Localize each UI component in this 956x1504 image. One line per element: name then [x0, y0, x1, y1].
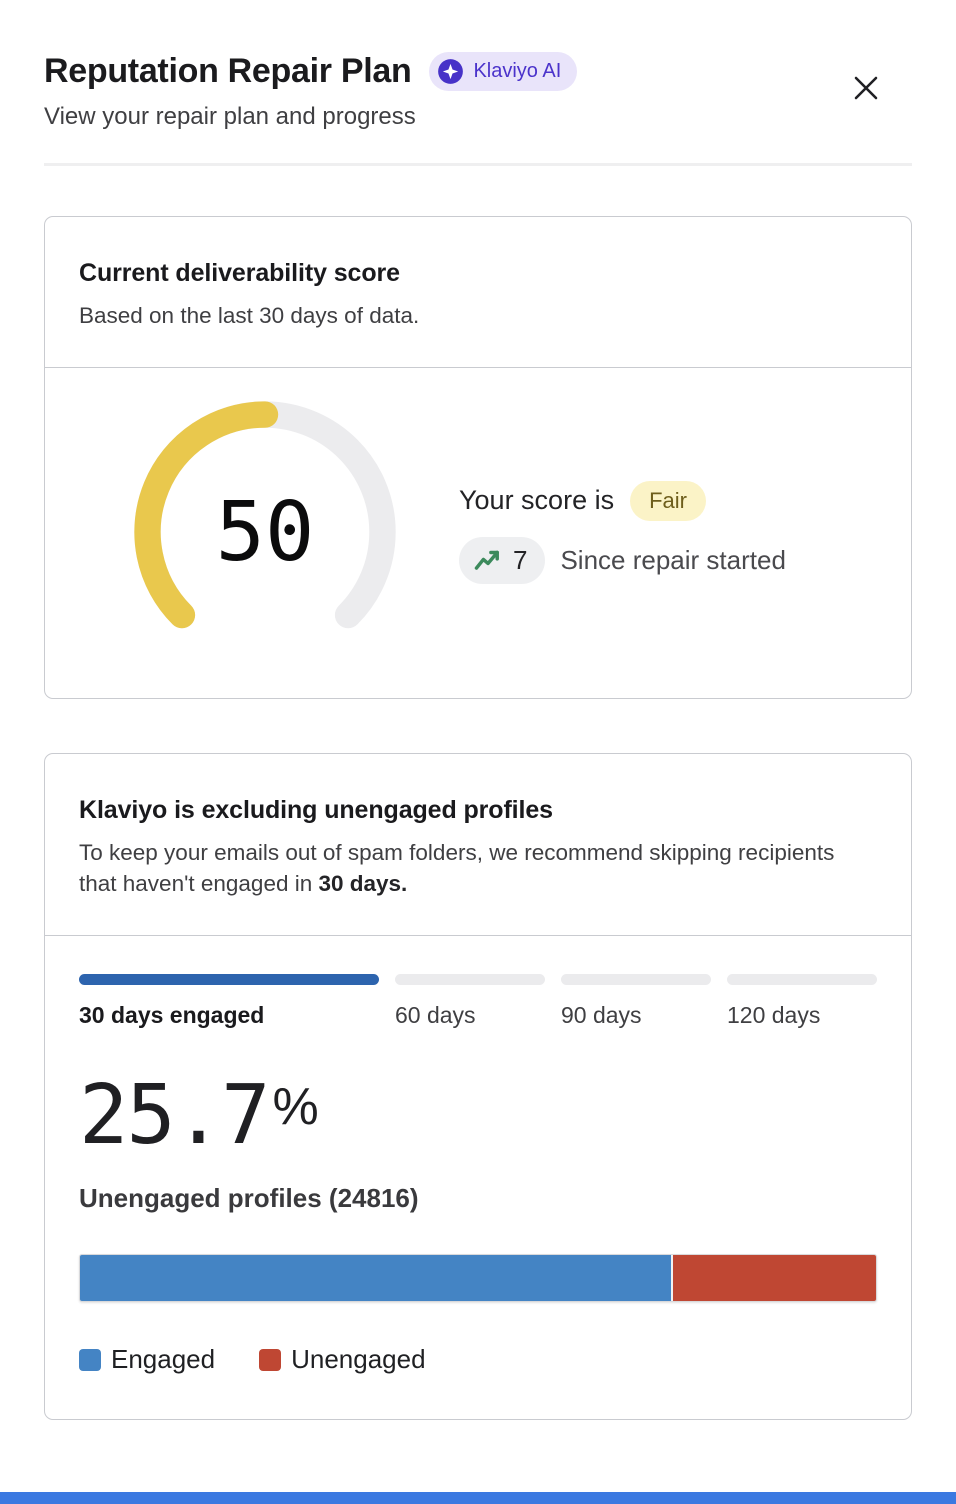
engaged-bar	[80, 1255, 672, 1302]
score-delta-value: 7	[513, 544, 528, 575]
bottom-primary-bar[interactable]	[0, 1492, 956, 1504]
close-icon	[854, 76, 878, 100]
exclusion-card-title: Klaviyo is excluding unengaged profiles	[79, 796, 553, 825]
unengaged-swatch-icon	[259, 1348, 282, 1371]
klaviyo-ai-badge: Klaviyo AI	[429, 52, 578, 91]
trend-up-icon	[474, 551, 499, 571]
sparkle-icon	[437, 58, 464, 85]
score-card-subtitle: Based on the last 30 days of data.	[79, 303, 420, 328]
segment-label-60-days[interactable]: 60 days	[395, 1002, 476, 1029]
header-divider	[44, 163, 912, 166]
legend-item-engaged: Engaged	[79, 1344, 215, 1375]
exclusion-body-bold: 30 days.	[318, 870, 408, 896]
exclusion-body-text: To keep your emails out of spam folders,…	[79, 840, 835, 896]
unengaged-bar	[673, 1255, 876, 1302]
unengaged-percent-value: 25.7	[79, 1068, 270, 1164]
score-card-divider	[45, 367, 911, 369]
segment-60-days[interactable]	[395, 974, 545, 986]
segment-30-days[interactable]	[79, 974, 379, 986]
bar-gap	[671, 1255, 674, 1302]
gauge-value-arc	[134, 401, 279, 629]
deliverability-score-card: Current deliverability score Based on th…	[44, 216, 912, 700]
legend-item-unengaged: Unengaged	[259, 1344, 426, 1375]
legend-unengaged-label: Unengaged	[291, 1344, 426, 1375]
score-delta-pill: 7	[459, 536, 546, 584]
engagement-window-segments	[79, 974, 877, 986]
score-delta-caption: Since repair started	[560, 544, 786, 575]
score-card-title: Current deliverability score	[79, 259, 400, 287]
segment-90-days[interactable]	[561, 974, 711, 986]
engagement-stacked-bar	[79, 1254, 877, 1303]
unengaged-profiles-label: Unengaged profiles (24816)	[79, 1183, 419, 1214]
score-gauge: 50	[133, 400, 397, 664]
score-value: 50	[215, 484, 315, 580]
segment-120-days[interactable]	[727, 974, 877, 986]
segment-label-90-days[interactable]: 90 days	[561, 1002, 642, 1029]
rating-badge: Fair	[630, 480, 706, 521]
engagement-window-labels: 30 days engaged 60 days 90 days 120 days	[79, 1002, 877, 1029]
bar-legend: Engaged Unengaged	[79, 1344, 877, 1375]
panel-subtitle: View your repair plan and progress	[44, 103, 416, 130]
score-prefix-text: Your score is	[459, 485, 615, 516]
klaviyo-ai-badge-label: Klaviyo AI	[473, 60, 562, 82]
panel-header: Reputation Repair Plan Klaviyo AI View y…	[0, 0, 956, 166]
unengaged-percent-sign: %	[272, 1078, 319, 1137]
unengaged-percent: 25.7 %	[79, 1075, 877, 1157]
close-button[interactable]	[848, 70, 884, 106]
unengaged-profiles-card: Klaviyo is excluding unengaged profiles …	[44, 753, 912, 1421]
engaged-swatch-icon	[79, 1348, 101, 1371]
segment-label-30-days[interactable]: 30 days engaged	[79, 1002, 265, 1029]
exclusion-card-divider	[45, 935, 911, 937]
exclusion-card-body: To keep your emails out of spam folders,…	[79, 838, 877, 899]
legend-engaged-label: Engaged	[111, 1344, 216, 1375]
page-title: Reputation Repair Plan	[44, 52, 412, 90]
segment-label-120-days[interactable]: 120 days	[727, 1002, 821, 1029]
